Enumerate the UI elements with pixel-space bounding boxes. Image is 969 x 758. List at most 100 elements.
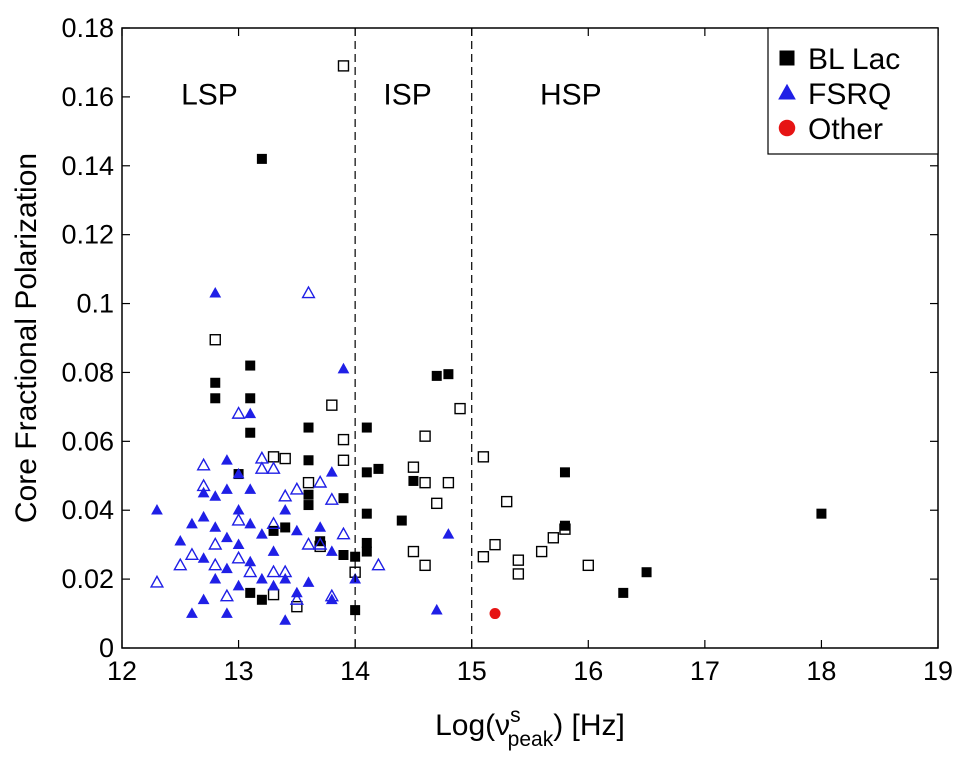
data-point [208,537,223,550]
legend-label: BL Lac [808,43,900,76]
data-point [210,393,221,404]
region-label-hsp: HSP [540,78,602,111]
data-point [245,360,256,371]
y-tick-label: 0.02 [61,564,114,594]
data-point [267,545,280,556]
data-point [407,461,420,473]
data-point [303,422,314,433]
data-point [442,528,455,539]
data-point [313,537,328,550]
data-point [245,393,256,404]
data-point [337,433,350,446]
data-point [197,552,210,563]
plot-frame [121,27,939,649]
data-point [186,607,198,618]
data-point [267,579,280,591]
data-point [816,508,827,519]
x-tick-label: 18 [806,656,836,686]
region-label-lsp: LSP [181,78,238,111]
data-point [419,559,431,572]
y-tick-label: 0.12 [61,220,114,250]
data-point [149,574,165,588]
region-label-isp: ISP [383,78,431,111]
data-point [197,486,210,498]
data-point [197,510,210,522]
data-point [244,407,257,419]
data-point [245,587,256,598]
data-point [559,467,570,478]
data-point [289,592,304,605]
x-tick-label: 15 [457,656,487,686]
data-point [582,559,594,572]
data-point [209,490,222,501]
data-point [337,60,350,72]
data-point [151,504,163,515]
region-labels: LSP ISP HSP [181,78,602,111]
data-point [173,557,188,571]
data-point [512,568,525,580]
data-point [221,531,233,543]
data-point [489,608,501,620]
data-point [500,495,513,508]
data-point [361,422,372,433]
data-point [244,555,257,567]
data-point [559,523,571,535]
data-point [268,525,279,536]
data-point [361,537,372,548]
data-point [350,605,361,616]
data-point [325,545,338,556]
data-point [221,562,233,574]
data-point [303,455,314,466]
data-point [291,600,303,613]
series-bl-lac-open [209,60,594,613]
data-point [338,493,349,504]
data-point [324,492,339,505]
data-point [279,614,292,625]
x-axis-label: Log(νs peak) [Hz] [435,704,625,751]
data-point [559,520,570,531]
data-point [184,547,200,561]
y-tick-label: 0.1 [76,289,114,319]
data-point [302,476,315,489]
data-point [289,481,304,495]
data-point [314,521,327,532]
data-point [244,483,257,494]
y-tick-label: 0.14 [61,151,114,181]
data-point [361,508,372,519]
data-point [431,497,443,510]
data-point [313,475,328,488]
data-point [280,522,291,533]
data-point [255,528,268,539]
data-point [279,504,292,515]
data-point [278,564,293,578]
data-point [373,463,384,474]
data-point [231,406,246,419]
data-point [232,467,245,479]
data-point [209,572,222,584]
data-point [231,512,246,526]
data-point [266,461,281,474]
data-point [303,500,314,511]
series-bl-lac [210,153,827,616]
data-point [371,557,386,571]
data-point [219,588,234,602]
data-point [396,515,407,526]
x-tick-label: 16 [573,656,603,686]
data-point [245,427,256,438]
data-point [641,567,652,578]
x-tick-label: 12 [107,656,137,686]
legend-label: Other [808,113,883,146]
y-axis-ticks: 0 0.02 0.04 0.06 0.08 0.1 0.12 0.14 0.16 0.18 [61,13,938,663]
data-point [324,588,339,602]
x-axis-ticks: 12 13 14 15 16 17 18 19 [107,28,953,686]
data-point [231,550,246,564]
data-point [278,488,293,502]
data-point [301,285,316,299]
legend-box [767,27,939,155]
data-point [209,287,222,298]
data-point [232,504,245,515]
data-point [243,564,258,578]
data-point [174,535,187,546]
legend-marker-square [779,50,795,66]
